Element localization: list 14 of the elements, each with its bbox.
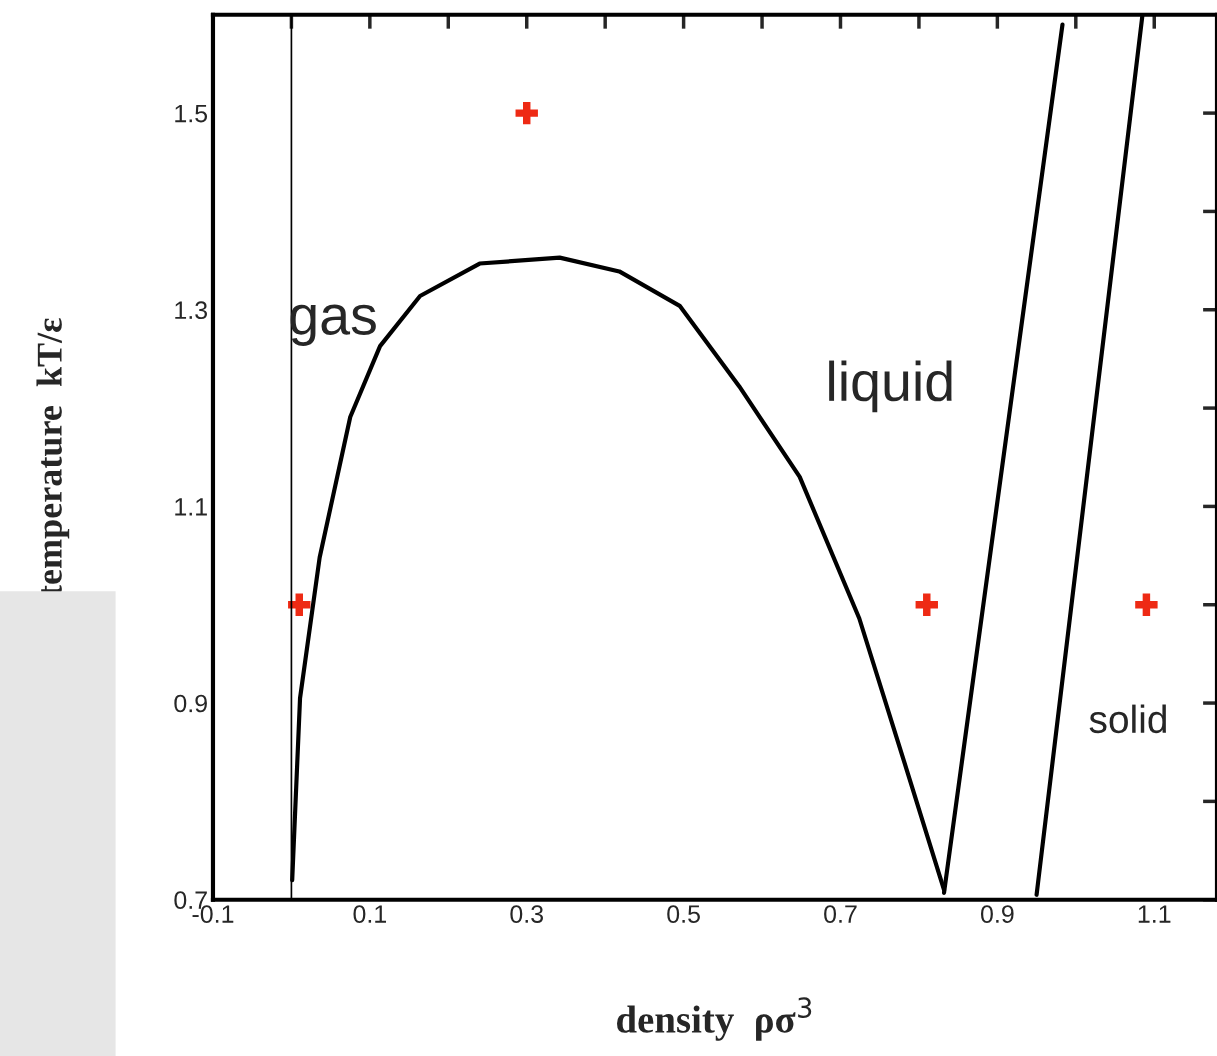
annotation: liquid xyxy=(829,360,952,413)
x-tick-label: 0.3 xyxy=(510,905,544,923)
y-axis-title: temperature kT/ε xyxy=(36,318,70,597)
x-tick-label: 0.7 xyxy=(824,905,857,923)
y-tick-label: 1.5 xyxy=(175,104,208,123)
x-tick-label: 0.1 xyxy=(353,905,387,923)
x-tick-label: 0.9 xyxy=(980,905,1014,923)
annotation: solid xyxy=(1089,704,1166,734)
y-tick-label: 0.9 xyxy=(174,694,207,713)
x-tick-label: 0.5 xyxy=(667,905,700,923)
y-tick-label: 1.3 xyxy=(175,301,208,320)
x-tick-label: 1.1 xyxy=(1138,905,1171,923)
y-tick-label: 1.1 xyxy=(175,498,207,516)
x-axis-title: density ρσ$^{3}$ xyxy=(617,997,812,1041)
